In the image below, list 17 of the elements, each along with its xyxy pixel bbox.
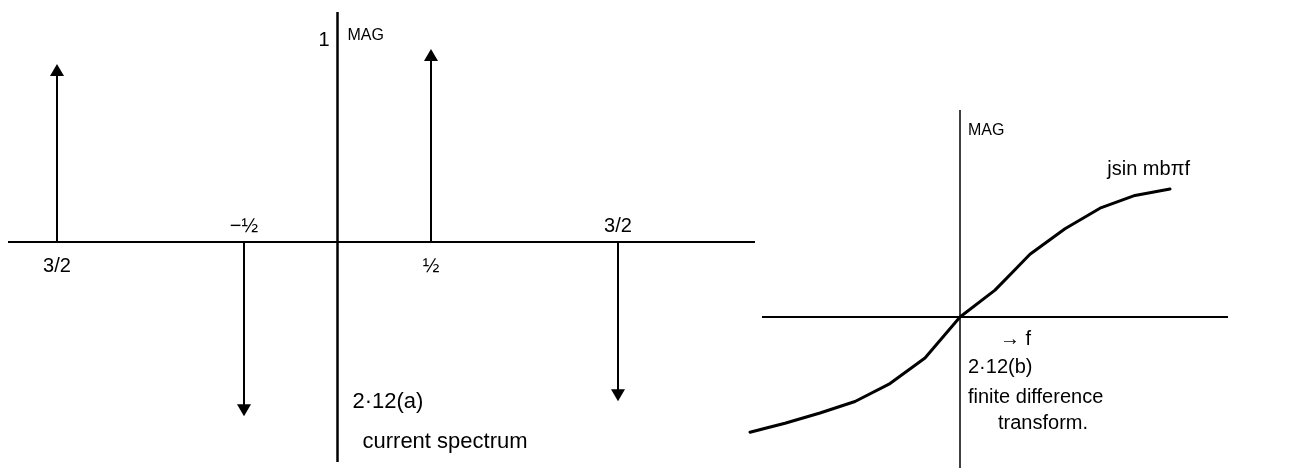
annotation: 2·12(a) bbox=[352, 388, 424, 413]
point bbox=[237, 404, 251, 417]
point bbox=[611, 389, 625, 402]
y-axis-title: MAG bbox=[347, 26, 384, 43]
x-axis-title: → f bbox=[1000, 327, 1032, 349]
point bbox=[50, 63, 64, 76]
x-tick-label: ½ bbox=[422, 254, 440, 276]
text: current spectrum bbox=[362, 428, 528, 453]
series-label: jsin mbπf bbox=[1106, 157, 1191, 179]
y-axis-title: MAG bbox=[968, 121, 1005, 138]
point bbox=[424, 49, 438, 61]
annotation: finite difference transform. bbox=[968, 385, 1104, 433]
annotation: 2·12(b) bbox=[968, 355, 1033, 377]
text: 1 bbox=[318, 28, 330, 50]
x-tick-label: 3/2 bbox=[43, 254, 71, 276]
x-tick-label: 3/2 bbox=[604, 214, 632, 236]
x-tick-label: −½ bbox=[229, 214, 259, 236]
